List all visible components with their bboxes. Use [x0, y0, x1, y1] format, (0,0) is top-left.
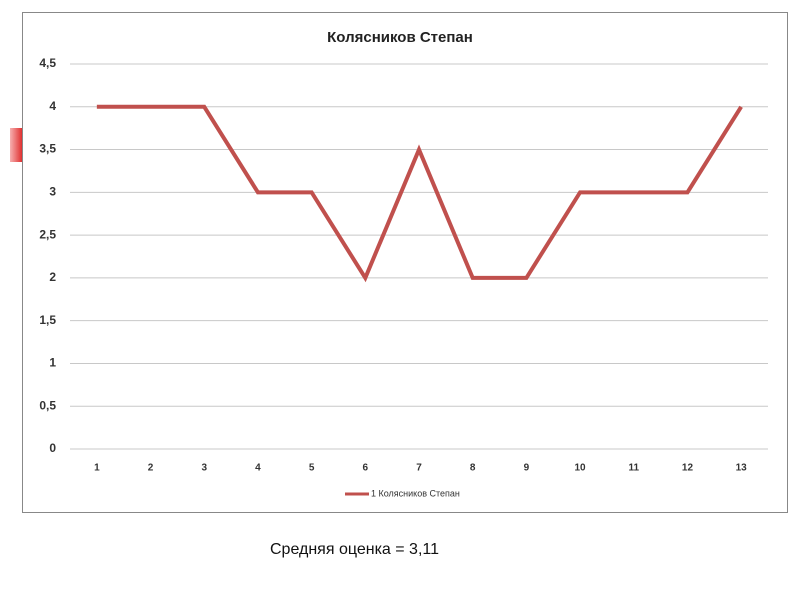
- chart-title: Колясников Степан: [327, 29, 473, 46]
- x-tick-label: 8: [470, 463, 476, 474]
- x-tick-label: 2: [148, 463, 154, 474]
- decoration: [10, 128, 22, 162]
- x-tick-label: 13: [736, 463, 748, 474]
- x-tick-label: 5: [309, 463, 315, 474]
- y-tick-label: 2: [49, 270, 56, 284]
- y-tick-label: 1,5: [39, 313, 56, 327]
- y-tick-label: 1: [49, 356, 56, 370]
- x-tick-label: 10: [575, 463, 587, 474]
- legend-label: 1 Колясников Степан: [371, 488, 460, 498]
- y-tick-label: 3,5: [39, 142, 56, 156]
- y-tick-label: 4,5: [39, 56, 56, 70]
- x-tick-label: 9: [524, 463, 530, 474]
- y-tick-label: 0,5: [39, 398, 56, 412]
- x-tick-label: 7: [416, 463, 422, 474]
- x-tick-label: 12: [682, 463, 694, 474]
- y-tick-label: 3: [49, 185, 56, 199]
- y-tick-label: 0: [49, 441, 56, 455]
- y-tick-label: 2,5: [39, 227, 56, 241]
- data-line: [96, 104, 743, 283]
- y-tick-label: 4: [49, 99, 56, 113]
- x-tick-label: 6: [363, 463, 369, 474]
- caption: Средняя оценка = 3,11: [270, 541, 439, 558]
- x-tick-label: 11: [628, 463, 639, 474]
- x-tick-label: 3: [201, 463, 207, 474]
- x-tick-label: 4: [255, 463, 261, 474]
- chart-frame: [22, 12, 788, 513]
- x-tick-label: 1: [94, 463, 100, 474]
